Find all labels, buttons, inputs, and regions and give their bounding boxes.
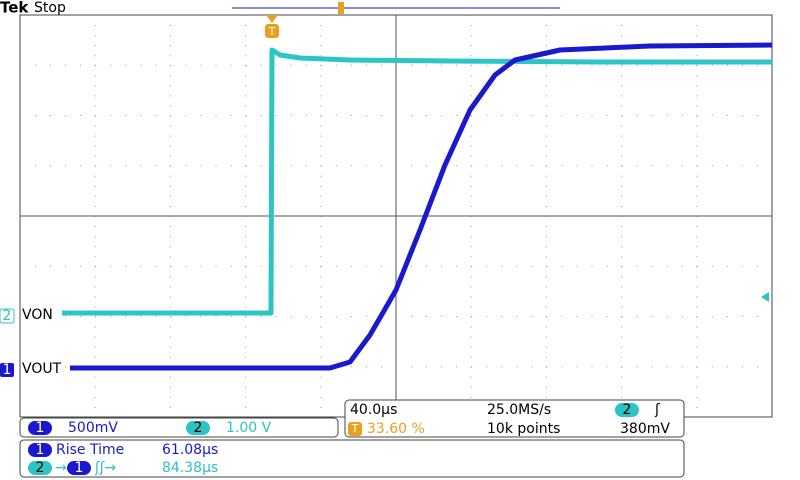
meas1-source: 1 xyxy=(36,442,45,458)
meas2-target: 1 xyxy=(75,460,84,476)
trigger-marker xyxy=(266,15,278,23)
trigger-badge xyxy=(265,24,279,38)
trigger-pos-badge-text: T xyxy=(351,422,359,435)
trigger-level-marker xyxy=(761,292,769,302)
meas1-badge xyxy=(28,443,52,457)
meas2-target-badge xyxy=(67,461,91,475)
ch2-badge xyxy=(186,421,210,435)
sample-rate: 25.0MS/s xyxy=(487,402,551,418)
ch1-scale: 500mV xyxy=(68,420,118,436)
time-div: 40.0µs xyxy=(350,402,397,418)
ch2-waveform xyxy=(62,47,772,316)
ch1-marker-label: VOUT xyxy=(22,361,62,377)
meas2-name: ʃʃ→ xyxy=(94,460,116,476)
meas2-value: 84.38µs xyxy=(162,460,218,476)
ch2-scale: 1.00 V xyxy=(226,420,272,436)
ch1-marker xyxy=(0,363,14,377)
brand: Tek xyxy=(0,0,29,17)
ch2-marker-label: VON xyxy=(22,307,53,323)
ch1-badge-text: 1 xyxy=(36,420,45,436)
meas1-name: Rise Time xyxy=(56,442,124,458)
trigger-position: 33.60 % xyxy=(367,421,425,437)
ch1-badge xyxy=(28,421,52,435)
vertical-box xyxy=(19,417,339,438)
measurement-box xyxy=(19,439,685,478)
trigger-badge-text: T xyxy=(268,25,276,38)
trigger-source: 2 xyxy=(623,402,632,418)
grid xyxy=(20,15,772,417)
ch2-marker xyxy=(0,308,15,324)
trigger-level: 380mV xyxy=(620,421,670,437)
meas1-value: 61.08µs xyxy=(162,442,218,458)
ch2-marker-num: 2 xyxy=(3,308,12,324)
trigger-pos-badge xyxy=(348,422,362,436)
trigger-source-badge xyxy=(615,403,639,417)
acq-status: Stop xyxy=(34,0,66,16)
horizontal-box xyxy=(344,399,685,438)
meas2-badge xyxy=(28,461,52,475)
trigger-slope: ʃ xyxy=(654,402,660,418)
ch2-badge-text: 2 xyxy=(194,420,203,436)
ch1-waveform xyxy=(70,42,773,371)
meas2-source: 2 xyxy=(36,460,45,476)
record-length: 10k points xyxy=(487,421,560,437)
view-marker xyxy=(338,2,344,14)
meas2-arrow: → xyxy=(55,460,67,476)
ch1-marker-num: 1 xyxy=(3,362,12,378)
